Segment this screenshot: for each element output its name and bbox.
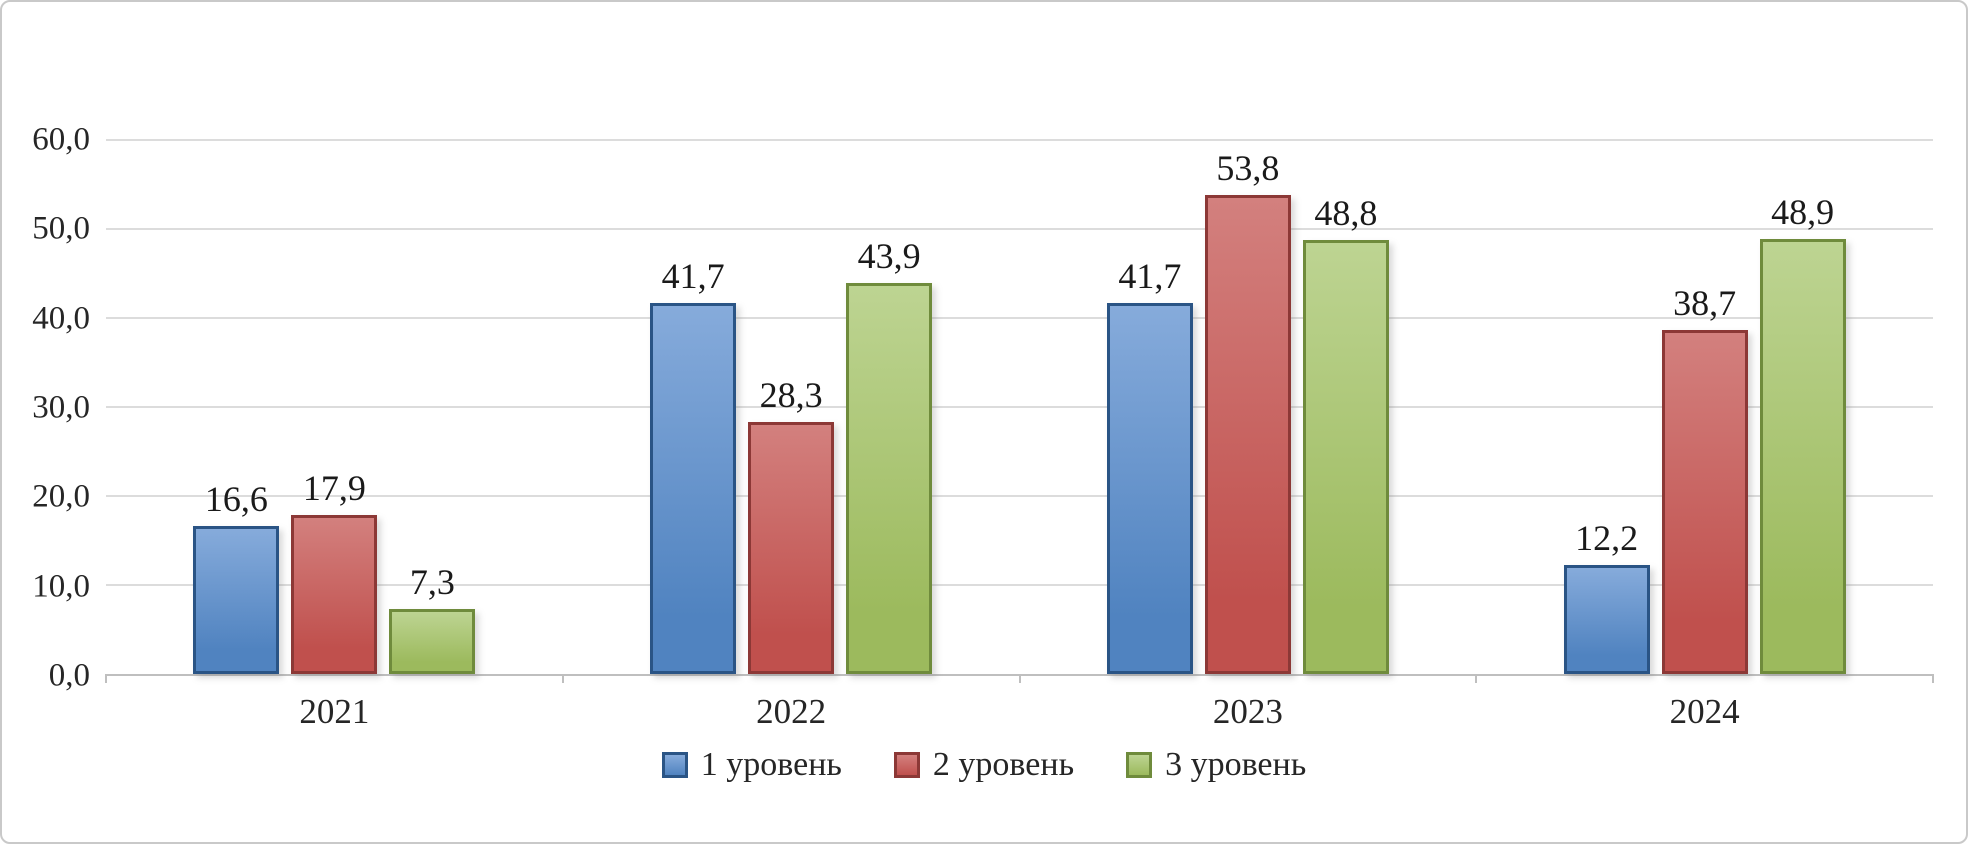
bar-group: 41,7 53,8 48,8 (1020, 140, 1477, 674)
gridline (106, 406, 1933, 408)
bar-value-label: 16,6 (204, 479, 268, 520)
x-category-label: 2021 (299, 692, 370, 731)
gridline (106, 495, 1933, 497)
x-category-label: 2022 (756, 692, 827, 731)
bar-value-label: 48,9 (1771, 191, 1835, 232)
y-tick-label: 0,0 (48, 657, 90, 694)
bar-value-label: 48,8 (1314, 192, 1378, 233)
bar-series-3: 48,8 (1302, 195, 1389, 674)
gridline (106, 228, 1933, 230)
bar-slot: 16,6 (193, 140, 280, 674)
bar-slot: 53,8 (1204, 140, 1291, 674)
bar-series-2: 53,8 (1204, 150, 1291, 674)
legend: 1 уровень 2 уровень 3 уровень (2, 748, 1966, 782)
legend-label: 1 уровень (700, 746, 842, 783)
y-tick-label: 20,0 (32, 478, 90, 515)
bar-slot: 12,2 (1563, 140, 1650, 674)
bar-groups: 16,6 17,9 7,3 41,7 28,3 43,9 41,7 53,8 48,8 12,2 3… (106, 140, 1933, 674)
legend-swatch (893, 752, 920, 778)
bar-series-3: 43,9 (846, 238, 933, 674)
bar-series-1: 41,7 (1106, 258, 1193, 674)
bar-slot: 7,3 (389, 140, 476, 674)
bar-value-label: 43,9 (857, 236, 921, 277)
legend-swatch (661, 752, 688, 778)
legend-item: 1 уровень (661, 746, 842, 783)
legend-swatch (1126, 752, 1153, 778)
bar-slot: 48,8 (1302, 140, 1389, 674)
bar-series-2: 38,7 (1661, 285, 1748, 674)
y-tick-label: 30,0 (32, 389, 90, 426)
legend-item: 2 уровень (893, 746, 1075, 783)
x-axis-tick (1932, 674, 1934, 683)
y-tick-label: 40,0 (32, 300, 90, 337)
bar-value-label: 7,3 (409, 562, 455, 603)
gridline (106, 584, 1933, 586)
bar-slot: 41,7 (650, 140, 737, 674)
y-tick-label: 50,0 (32, 210, 90, 247)
bar-slot: 48,9 (1759, 140, 1846, 674)
bar-group: 16,6 17,9 7,3 (106, 140, 563, 674)
plot-area: 16,6 17,9 7,3 41,7 28,3 43,9 41,7 53,8 48,8 12,2 3… (105, 139, 1934, 683)
bar-series-3: 7,3 (389, 564, 476, 674)
bar-group: 41,7 28,3 43,9 (563, 140, 1020, 674)
bar-value-label: 41,7 (661, 255, 725, 296)
bar-series-1: 12,2 (1563, 520, 1650, 674)
bar-series-2: 17,9 (291, 470, 378, 674)
legend-label: 2 уровень (932, 746, 1075, 783)
bar-slot: 41,7 (1106, 140, 1193, 674)
bar-slot: 17,9 (291, 140, 378, 674)
x-category-label: 2023 (1212, 692, 1283, 731)
bar-slot: 38,7 (1661, 140, 1748, 674)
gridlines (106, 139, 1933, 674)
bar-value-label: 41,7 (1118, 255, 1182, 296)
x-category-label: 2024 (1669, 692, 1740, 731)
x-axis-tick (1018, 674, 1021, 683)
bar-group: 12,2 38,7 48,9 (1476, 140, 1933, 674)
y-tick-label: 60,0 (32, 121, 90, 158)
bar-series-1: 16,6 (193, 481, 280, 674)
bar-value-label: 28,3 (759, 375, 823, 416)
x-axis-tick (561, 674, 564, 683)
bar-value-label: 53,8 (1216, 148, 1280, 189)
legend-item: 3 уровень (1126, 748, 1306, 782)
x-axis-ticks (105, 674, 1934, 684)
bar-slot: 28,3 (748, 140, 835, 674)
y-tick-label: 10,0 (32, 568, 90, 605)
x-axis-tick (105, 674, 107, 683)
bar-series-3: 48,9 (1759, 194, 1846, 674)
legend-label: 3 уровень (1165, 746, 1307, 783)
bar-series-2: 28,3 (748, 377, 835, 674)
bar-value-label: 17,9 (302, 467, 366, 508)
bar-series-1: 41,7 (650, 258, 737, 674)
gridline (106, 317, 1933, 319)
bar-slot: 43,9 (846, 140, 933, 674)
bar-value-label: 12,2 (1575, 518, 1639, 559)
y-axis-labels: 0,0 10,0 20,0 30,0 40,0 50,0 60,0 (2, 123, 90, 692)
bar-value-label: 38,7 (1673, 282, 1737, 323)
x-axis-labels: 2021 2022 2023 2024 (106, 694, 1933, 729)
gridline (106, 139, 1933, 141)
x-axis-tick (1475, 674, 1478, 683)
